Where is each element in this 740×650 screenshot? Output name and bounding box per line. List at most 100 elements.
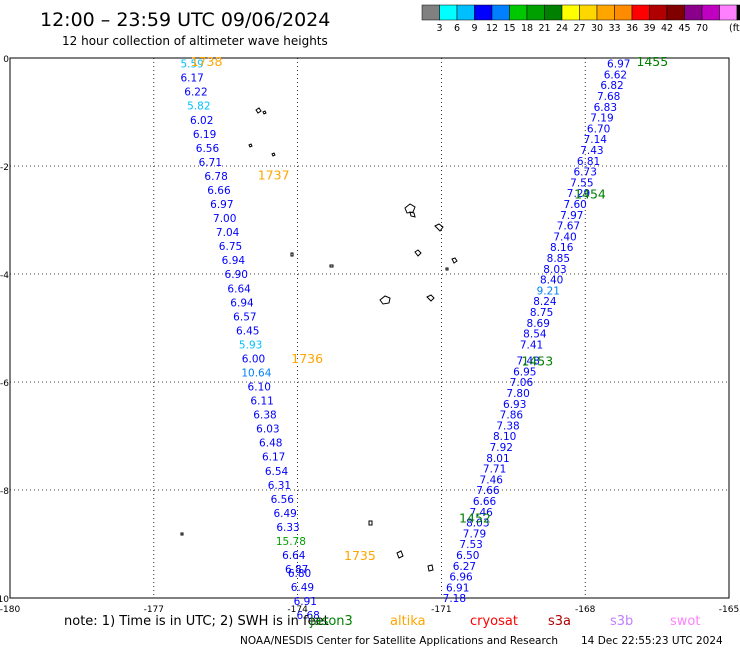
wave-height-label: 6.93 (503, 399, 526, 411)
wave-height-label: 6.91 (294, 596, 317, 608)
colorbar-swatch (509, 4, 528, 21)
y-tick-label: -2 (0, 163, 9, 173)
pass-time-label: 1452 (459, 510, 491, 525)
wave-height-label: 5.93 (239, 339, 262, 351)
colorbar-swatch (631, 4, 650, 21)
colorbar-tick-label: 33 (608, 23, 620, 34)
wave-height-label: 7.46 (480, 474, 504, 486)
pass-time-label: 1738 (191, 54, 223, 69)
x-tick-label: -174 (287, 605, 308, 615)
colorbar-tick-label: 18 (521, 23, 533, 34)
pass-time-label: 1737 (258, 167, 290, 182)
legend-item-swot: swot (670, 614, 700, 629)
island-shape (290, 252, 334, 268)
plot-frame (9, 57, 730, 599)
wave-height-label: 7.92 (490, 442, 513, 454)
wave-height-label: 6.62 (604, 69, 627, 81)
wave-height-label: 6.54 (265, 466, 289, 478)
x-tick-label: -177 (144, 605, 164, 615)
chart-subtitle: 12 hour collection of altimeter wave hei… (62, 34, 328, 48)
colorbar-tick-label: 70 (696, 23, 708, 34)
wave-height-label: 6.82 (600, 80, 623, 92)
plot-area: -180 -177 -174 -171 -168 -165 0 -2 -4 -6 -8 -10 5.5… (0, 54, 739, 622)
wave-height-label: 6.10 (248, 382, 271, 394)
colorbar-swatch (649, 4, 668, 21)
wave-height-label: 8.85 (547, 253, 570, 265)
satellite-tracks: 5.59 6.17 6.22 5.82 6.02 6.19 6.56 6.71 6.78 6.66… (180, 54, 668, 622)
wave-height-label: 8.03 (466, 518, 489, 530)
wave-height-label: 6.57 (233, 311, 256, 323)
wave-height-label: 6.66 (473, 496, 497, 508)
wave-height-label: 7.60 (563, 199, 586, 211)
wave-height-label: 8.24 (533, 296, 557, 308)
wave-height-label: 6.68 (296, 610, 319, 622)
wave-height-label: 6.94 (222, 255, 246, 267)
y-tick-label: -8 (0, 487, 9, 497)
chart-title: 12:00 – 23:59 UTC 09/06/2024 (40, 9, 330, 31)
legend-item-altika: altika (390, 614, 426, 629)
legend-item-cryosat: cryosat (470, 614, 518, 629)
island-shape (379, 295, 391, 305)
wave-height-label: 7.46 (469, 507, 493, 519)
wave-height-label: 8.10 (493, 431, 516, 443)
y-tick-label: -6 (0, 379, 9, 389)
wave-height-label: 6.87 (285, 564, 308, 576)
wave-height-label: 6.45 (236, 325, 259, 337)
colorbar-tick-label: 24 (556, 23, 568, 34)
x-tick-label: -168 (575, 605, 596, 615)
wave-height-label: 7.53 (459, 539, 482, 551)
pass-time-label: 1736 (291, 351, 323, 366)
island-shape (180, 520, 373, 536)
wave-height-label: 6.11 (250, 396, 273, 408)
wave-height-label: 6.70 (587, 123, 610, 135)
wave-height-label: 6.75 (219, 241, 242, 253)
wave-height-label: 6.38 (253, 410, 276, 422)
pass-time-label: 1455 (636, 54, 668, 69)
pass-time-label: 1454 (574, 186, 606, 201)
colorbar-swatch (474, 4, 493, 21)
wave-height-label: 7.71 (483, 464, 506, 476)
wave-height-label: 6.27 (453, 561, 476, 573)
wave-height-label: 9.21 (537, 285, 560, 297)
wave-height-label: 6.48 (259, 438, 282, 450)
colorbar-tick-label: 27 (573, 23, 585, 34)
wave-height-label: 7.86 (500, 410, 524, 422)
wave-height-label: 10.64 (241, 368, 271, 380)
wave-height-label: 7.00 (213, 213, 236, 225)
colorbar-tick-label: 6 (454, 23, 460, 34)
wave-height-label: 7.43 (580, 145, 603, 157)
wave-height-label: 7.67 (557, 221, 580, 233)
island-shape (255, 107, 267, 115)
colorbar-tick-label: 45 (678, 23, 690, 34)
wave-height-label: 5.59 (180, 59, 203, 71)
colorbar-tick-label: 3 (436, 23, 442, 34)
islands (180, 107, 458, 572)
wave-height-label: 6.95 (513, 366, 536, 378)
wave-height-label: 6.49 (273, 508, 296, 520)
colorbar-swatch (596, 4, 615, 21)
wave-height-label: 7.55 (570, 177, 593, 189)
colorbar-unit: (ft) (729, 23, 740, 34)
island-shape (396, 550, 434, 572)
wave-height-label: 6.33 (276, 522, 299, 534)
wave-height-label: 7.06 (510, 377, 534, 389)
y-tick-label: -4 (0, 271, 9, 281)
colorbar-tick-label: 21 (538, 23, 550, 34)
x-tick-label: -165 (719, 605, 739, 615)
wave-height-label: 6.96 (449, 572, 473, 584)
x-tick-label: -180 (0, 605, 20, 615)
satellite-legend: jason3 altika cryosat s3a s3b swot (309, 614, 700, 629)
wave-height-label: 6.56 (271, 494, 295, 506)
island-shape (426, 294, 435, 302)
wave-height-label: 6.22 (184, 87, 207, 99)
wave-height-label: 8.16 (550, 242, 574, 254)
colorbar-swatch (421, 4, 440, 21)
wave-height-label: 7.80 (506, 388, 529, 400)
wave-height-label: 6.19 (193, 129, 216, 141)
wave-height-label: 7.48 (516, 356, 539, 368)
wave-height-label: 7.41 (520, 339, 543, 351)
colorbar-swatch (456, 4, 475, 21)
pass-time-label: 1453 (521, 354, 553, 369)
